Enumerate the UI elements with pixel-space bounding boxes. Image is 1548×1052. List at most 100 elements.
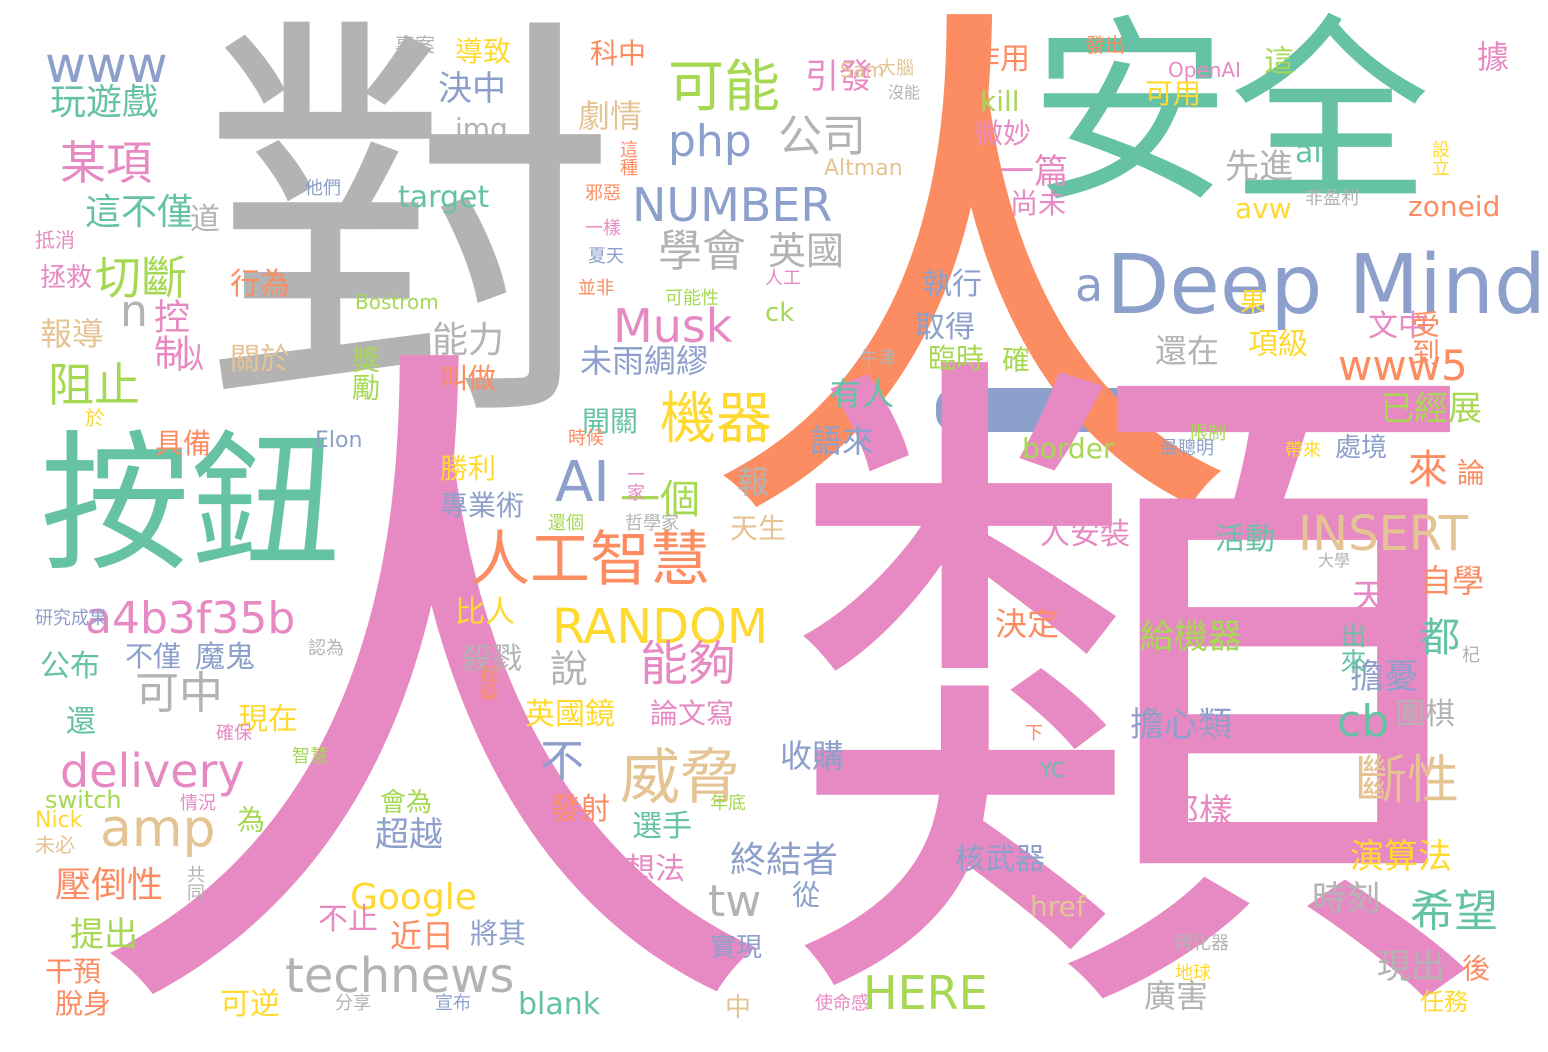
cloud-word: 下 xyxy=(1025,723,1043,744)
cloud-word: delivery xyxy=(60,744,245,798)
cloud-word: 杞 xyxy=(1459,645,1480,663)
cloud-word: 現在 xyxy=(238,702,298,737)
cloud-word: 果 xyxy=(1240,288,1267,318)
cloud-word: 人安裝 xyxy=(1040,517,1130,552)
cloud-word: 報導 xyxy=(40,315,105,353)
cloud-word: 來 xyxy=(1408,447,1448,493)
cloud-word: kill xyxy=(980,85,1020,118)
cloud-word: target xyxy=(398,180,490,215)
cloud-word: 他們 xyxy=(305,178,341,199)
cloud-word: www5 xyxy=(1338,341,1468,390)
cloud-word: 綁架 xyxy=(635,893,671,914)
cloud-word: 會為 xyxy=(380,788,433,818)
cloud-word: 並非 xyxy=(578,278,614,299)
cloud-word: blank xyxy=(518,987,601,1022)
cloud-word: 可逆 xyxy=(220,987,280,1022)
cloud-word: 引發 xyxy=(805,57,873,97)
cloud-word: 大學 xyxy=(1318,551,1351,570)
cloud-word: 玩遊戲 xyxy=(50,82,159,123)
cloud-word: 不止 xyxy=(318,902,378,937)
cloud-word: 勝利 xyxy=(440,452,497,485)
cloud-word: 語來 xyxy=(810,422,875,460)
cloud-word: 臨時 xyxy=(928,342,985,375)
cloud-word: 實現 xyxy=(710,933,763,963)
cloud-word: 想法 xyxy=(625,852,685,887)
cloud-word: 一個 xyxy=(620,477,700,523)
cloud-word: tw xyxy=(708,876,762,927)
cloud-word: 任務 xyxy=(1420,988,1468,1016)
cloud-word: 選手 xyxy=(632,809,692,844)
cloud-word: 英國 xyxy=(768,229,845,273)
cloud-word: 研究成果 xyxy=(35,608,107,629)
cloud-word: 機器 xyxy=(660,387,772,452)
cloud-word: 共同 xyxy=(184,865,205,901)
cloud-word: Musk xyxy=(613,299,733,353)
cloud-word: img xyxy=(455,112,508,145)
cloud-word: 霍金 xyxy=(1190,726,1226,747)
cloud-word: 抵消 xyxy=(35,228,75,252)
cloud-word: 對 xyxy=(200,0,620,474)
cloud-word: 擔憂 xyxy=(1350,657,1418,697)
cloud-word: 天網 xyxy=(1352,577,1420,617)
cloud-word: Elon xyxy=(315,428,363,453)
cloud-word: 拯救 xyxy=(40,263,93,293)
cloud-word: ck xyxy=(765,298,795,328)
cloud-word: 叫做 xyxy=(440,362,497,395)
cloud-word: 沒能 xyxy=(888,83,921,102)
cloud-word: 夏天 xyxy=(588,246,624,267)
cloud-word: YC xyxy=(1040,758,1066,782)
cloud-word: AI xyxy=(555,450,610,515)
cloud-word: 邪惡 xyxy=(585,183,621,204)
cloud-word: 演算法 xyxy=(1350,837,1452,877)
cloud-word: 取得 xyxy=(915,310,975,345)
cloud-word: 發射 xyxy=(550,792,610,827)
cloud-word: 道 xyxy=(190,202,220,237)
cloud-word: 斷性 xyxy=(1355,751,1460,811)
cloud-word: 圍棋 xyxy=(1395,697,1455,732)
cloud-word: 文中 xyxy=(1368,309,1428,344)
cloud-word: 人 xyxy=(700,0,1240,594)
cloud-word: avw xyxy=(1235,192,1292,225)
cloud-word: INSERT xyxy=(1298,506,1469,562)
cloud-word: 近日 xyxy=(390,917,455,955)
cloud-word: 決中 xyxy=(438,69,506,109)
cloud-word: www xyxy=(45,36,168,94)
cloud-word: 公布 xyxy=(40,649,100,684)
cloud-word: 微妙 xyxy=(975,117,1032,150)
cloud-word: 行為 xyxy=(230,267,290,302)
cloud-word: 某項 xyxy=(60,136,152,190)
cloud-word: 一樣 xyxy=(585,218,621,239)
cloud-word: 似 xyxy=(168,342,203,372)
cloud-word: 發出 xyxy=(1085,33,1125,57)
cloud-word: 科中 xyxy=(590,37,647,70)
cloud-word: NUMBER xyxy=(632,178,833,232)
cloud-word: 干預 xyxy=(45,955,102,988)
cloud-word: 認為 xyxy=(308,638,344,659)
cloud-word: 比人 xyxy=(455,595,515,630)
cloud-word: 論 xyxy=(1453,458,1486,486)
cloud-word: 時刻 xyxy=(1312,879,1380,919)
cloud-word: alt xyxy=(1295,135,1334,170)
cloud-word: 報 xyxy=(732,465,770,497)
cloud-word: Google xyxy=(350,877,477,918)
cloud-word: amp xyxy=(100,799,216,859)
cloud-word: 導致 xyxy=(455,35,512,68)
cloud-word: 孵化器 xyxy=(1175,933,1229,954)
cloud-word: 說 xyxy=(550,647,589,691)
cloud-word: 論文寫 xyxy=(650,697,735,730)
cloud-word: 這 xyxy=(1258,45,1293,75)
cloud-word: 已經展 xyxy=(1380,389,1482,429)
cloud-word: 非盈利 xyxy=(1305,188,1359,209)
cloud-word: 中 xyxy=(725,993,752,1023)
cloud-word: 專業術 xyxy=(440,489,525,522)
cloud-word: 人類 xyxy=(80,292,1480,1052)
cloud-word: 阻止 xyxy=(48,358,140,412)
cloud-word: 安全 xyxy=(1030,0,1431,231)
cloud-word: 公司 xyxy=(778,111,866,162)
cloud-word: cb xyxy=(1337,696,1390,747)
cloud-word: 可用 xyxy=(1145,77,1202,110)
cloud-word: HERE xyxy=(863,966,988,1020)
cloud-word: 專案 xyxy=(395,33,435,57)
cloud-word: 為 xyxy=(233,805,266,833)
